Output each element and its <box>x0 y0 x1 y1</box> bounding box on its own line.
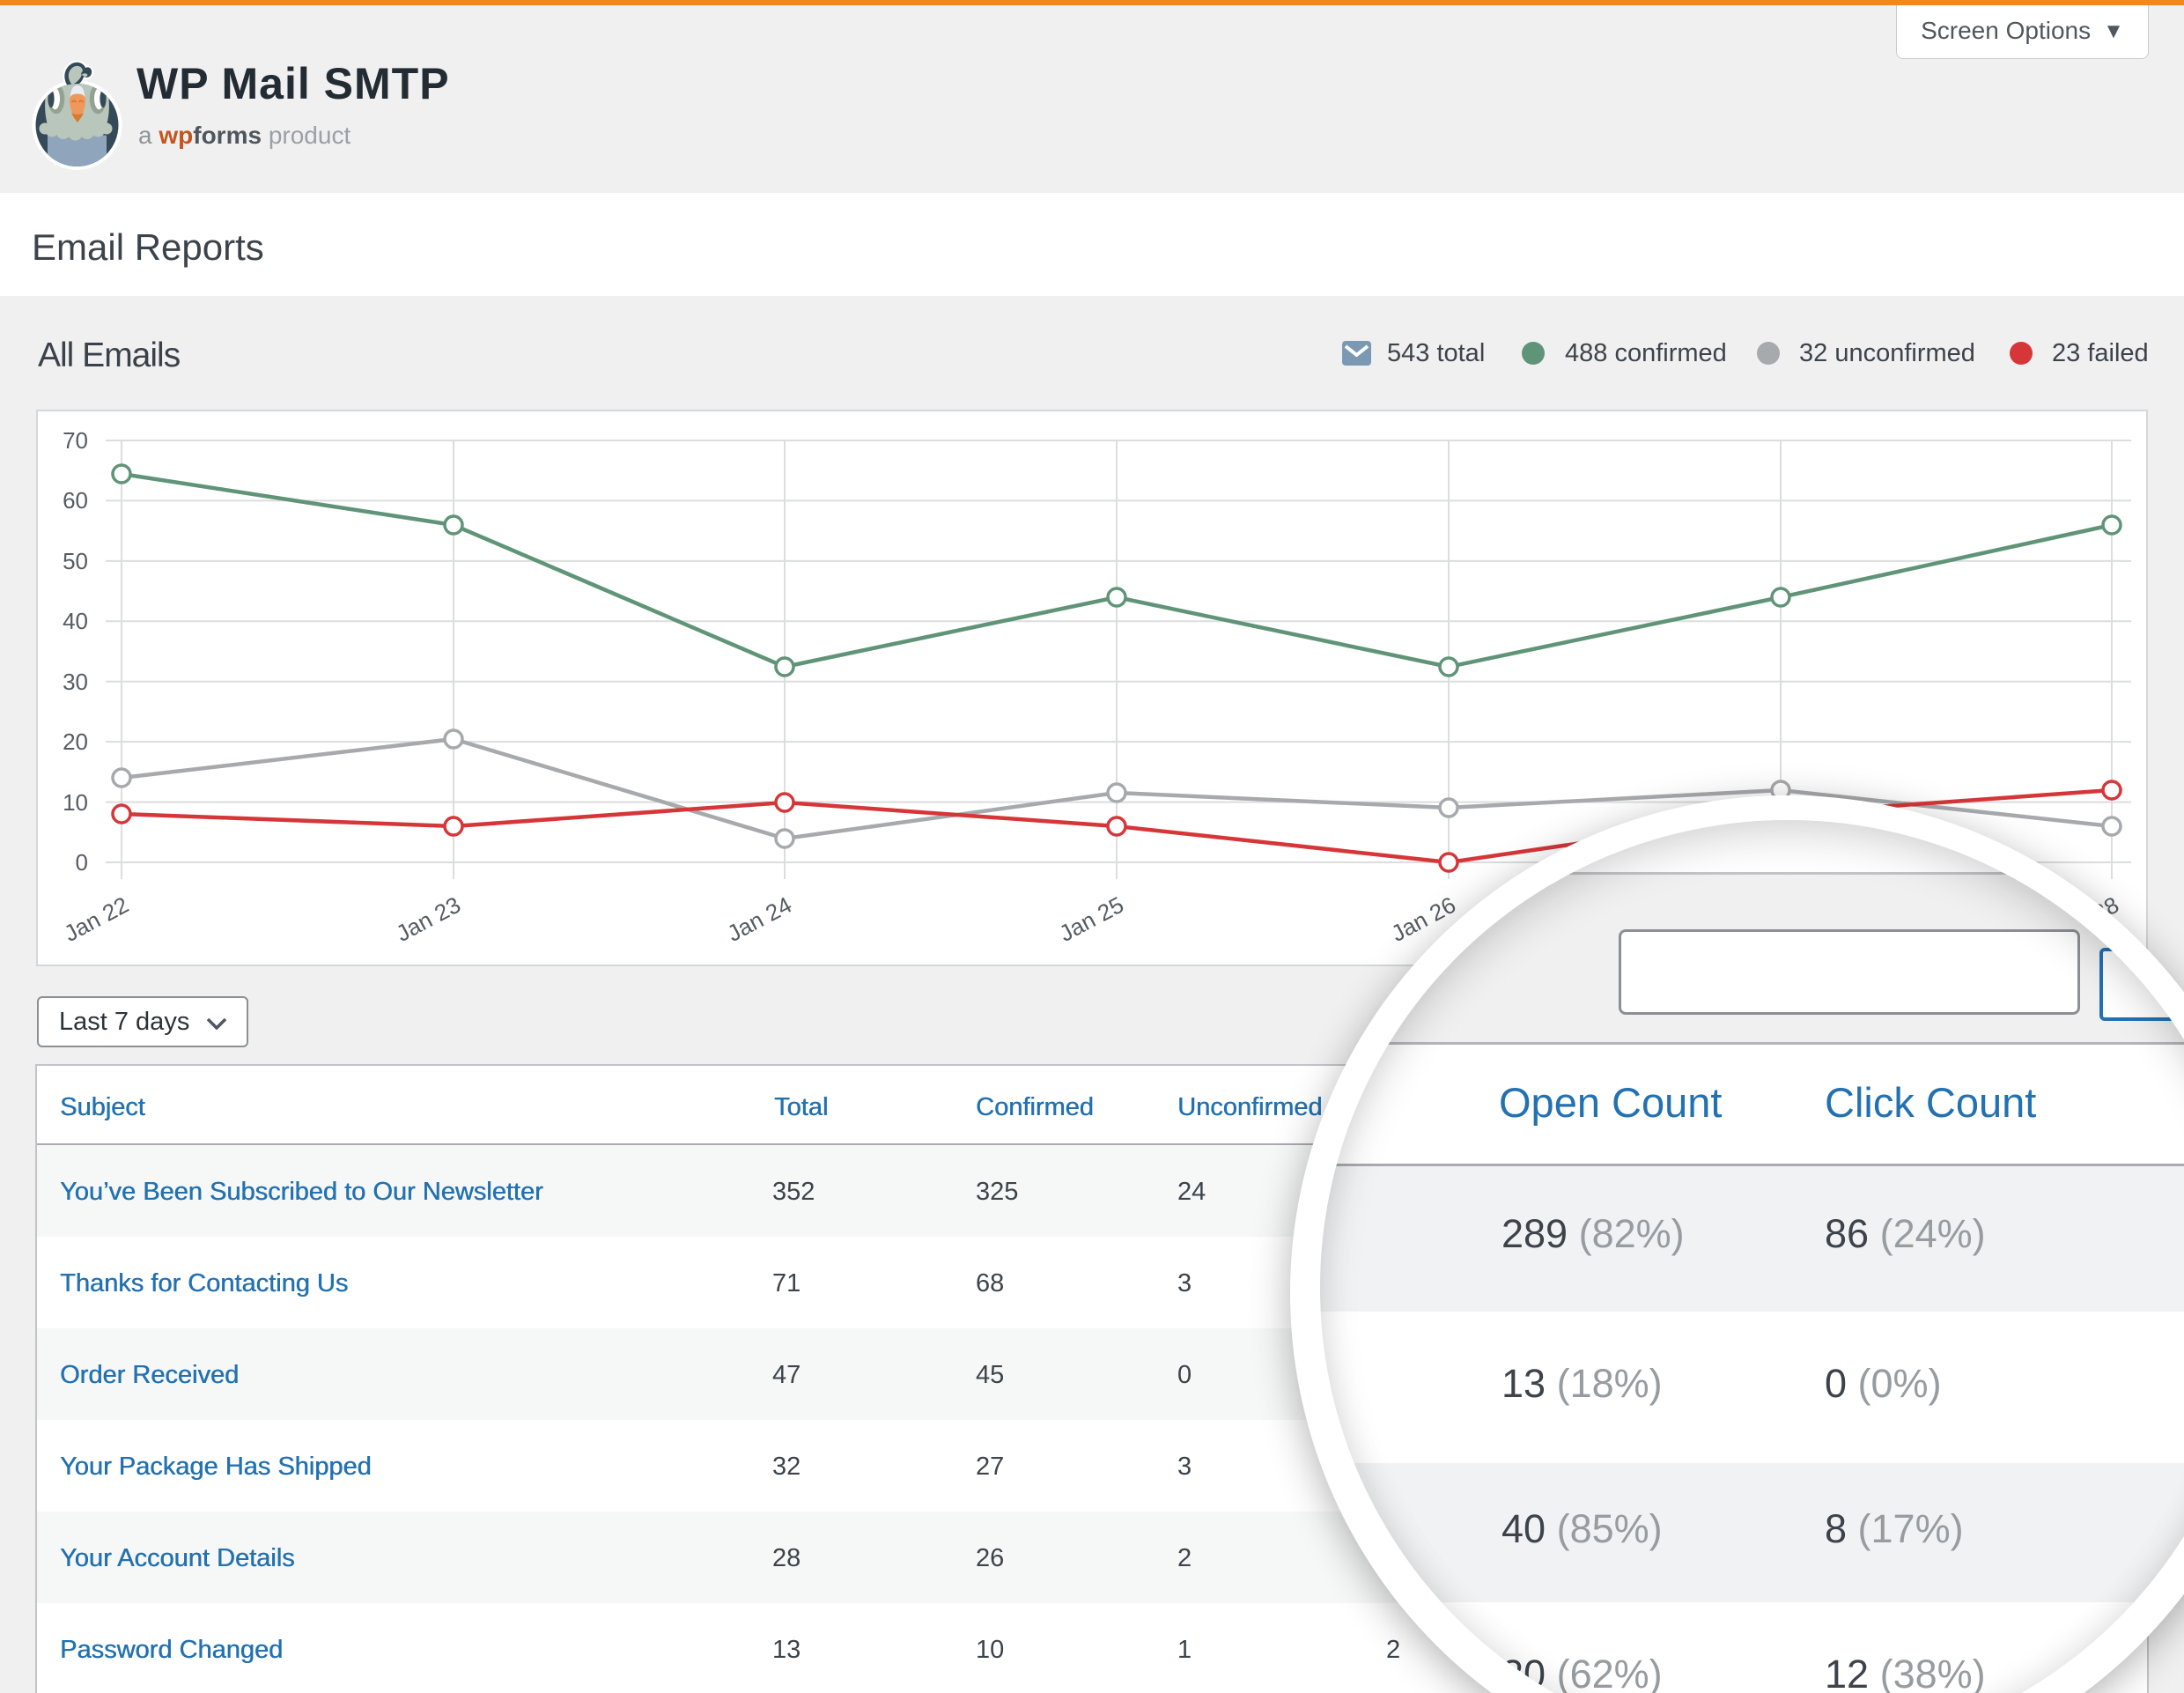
svg-text:0: 0 <box>76 849 88 876</box>
svg-text:60: 60 <box>63 487 88 514</box>
svg-text:Jan 25: Jan 25 <box>1055 891 1128 947</box>
svg-text:Jan 22: Jan 22 <box>60 891 133 947</box>
svg-text:10: 10 <box>63 789 88 816</box>
svg-text:Jan 24: Jan 24 <box>723 891 796 947</box>
svg-text:50: 50 <box>63 548 88 574</box>
svg-text:Jan 23: Jan 23 <box>392 891 465 947</box>
svg-text:70: 70 <box>63 427 88 454</box>
svg-text:20: 20 <box>63 728 88 755</box>
svg-text:30: 30 <box>63 669 88 695</box>
svg-text:40: 40 <box>63 608 88 634</box>
